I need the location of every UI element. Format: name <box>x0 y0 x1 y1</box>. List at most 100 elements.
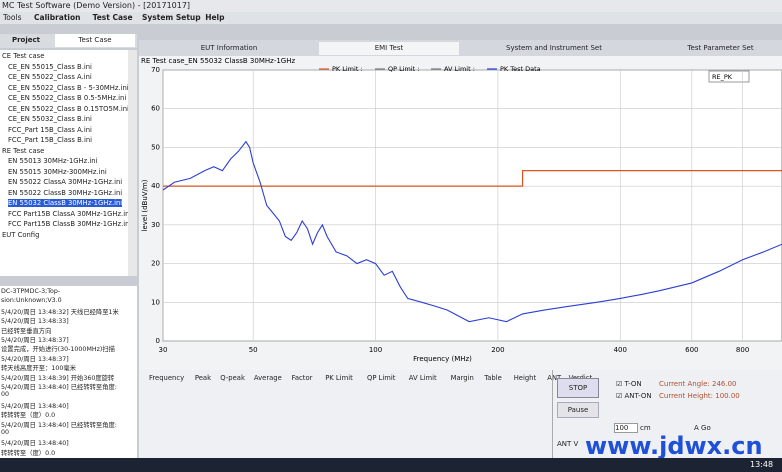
x-axis-label: Frequency (MHz) <box>413 355 472 363</box>
log-line: 5/4/20/周日 13:48:37] <box>1 337 69 344</box>
tree-item[interactable]: CE_EN 55015_Class B.ini <box>8 62 92 71</box>
x-tick-label: 400 <box>614 346 627 354</box>
log-line: 设置完成，开始进行(30-1000MHz)扫描 <box>1 346 115 354</box>
current-height: Current Height: 100.00 <box>659 392 740 400</box>
menu-item[interactable]: Help <box>205 13 225 22</box>
y-tick-label: 10 <box>151 298 160 306</box>
column-header: Peak <box>194 374 212 382</box>
log-line: DC-3TPMDC-3;Top- <box>1 288 61 295</box>
main-tabs: EUT Information EMI Test System and Instru… <box>139 40 782 56</box>
main-tab[interactable]: Test Parameter Set <box>659 42 782 55</box>
column-header: Factor <box>291 374 313 382</box>
height-unit: cm <box>640 424 651 432</box>
log-line: 5/4/20/周日 13:48:39] 开始360度旋转 <box>1 374 115 382</box>
log-panel: DC-3TPMDC-3;Top-sion:Unknown;V3.0 5/4/20/… <box>0 286 137 458</box>
tree-item[interactable]: FCC Part15B ClassB 30MHz-1GHz.ini <box>8 220 128 228</box>
column-header: AV Limit <box>408 374 437 382</box>
menu-bar: Tools Calibration Test Case System Setup Hel… <box>0 12 782 24</box>
current-angle: Current Angle: 246.00 <box>659 380 737 388</box>
log-line: 5/4/20/周日 13:48:40] 已经转转至角度: <box>1 421 117 429</box>
series-line <box>163 170 782 187</box>
log-line: 转转转至（度）0.0 <box>1 412 56 420</box>
t-on-label: T-ON <box>624 380 642 388</box>
tree-item[interactable]: EN 55015 30MHz-300MHz.ini <box>8 167 107 176</box>
y-tick-label: 0 <box>156 337 160 345</box>
tree-item[interactable]: CE_EN 55022_Class B 0.15TO5M.ini <box>8 104 128 113</box>
go-button[interactable]: A Go <box>694 424 711 432</box>
tree-item[interactable]: RE Test case <box>2 146 45 155</box>
legend-label: AV Limit : <box>444 65 475 73</box>
y-tick-label: 30 <box>151 221 160 229</box>
tree-item[interactable]: FCC Part15B ClassA 30MHz-1GHz.ini <box>8 209 128 218</box>
x-tick-label: 200 <box>491 346 504 354</box>
left-tab[interactable]: Project <box>0 34 52 47</box>
x-tick-label: 30 <box>159 346 168 354</box>
x-tick-label: 100 <box>369 346 382 354</box>
mode-label: RE_PK <box>712 73 733 81</box>
column-header: Margin <box>450 374 474 382</box>
ant-select[interactable]: ANT V <box>557 440 579 448</box>
tree-item[interactable]: CE Test case <box>2 52 45 60</box>
tree-item[interactable]: EUT Config <box>2 230 40 239</box>
column-header: Height <box>513 374 537 382</box>
y-tick-label: 40 <box>151 182 160 190</box>
clock: 13:48 <box>750 460 774 469</box>
plot-area <box>162 69 782 342</box>
column-header: Q-peak <box>220 374 245 382</box>
menu-item[interactable]: System Setup <box>142 13 201 22</box>
main-tab[interactable]: EMI Test <box>319 42 459 55</box>
chart-title: RE Test case_EN 55032 ClassB 30MHz-1GHz <box>141 57 295 65</box>
x-tick-label: 600 <box>685 346 698 354</box>
x-tick-label: 50 <box>249 346 258 354</box>
y-tick-label: 60 <box>151 105 160 113</box>
column-header: Table <box>484 374 502 382</box>
log-line: 5/4/20/周日 13:48:40] <box>1 440 69 448</box>
tree-item[interactable]: EN 55013 30MHz-1GHz.ini <box>8 157 98 165</box>
column-header: Frequency <box>149 374 185 382</box>
tree-item[interactable]: CE_EN 55022_Class A.ini <box>8 73 92 81</box>
tree-item[interactable]: CE_EN 55022_Class B - 5-30MHz.ini <box>8 83 128 92</box>
log-line: 00 <box>1 391 10 399</box>
tree-item[interactable]: FCC_Part 15B_Class B.ini <box>8 136 93 144</box>
log-line: 5/4/20/周日 13:48:40] <box>1 402 69 410</box>
tree-item[interactable]: EN 55022 ClassA 30MHz-1GHz.ini <box>8 178 123 186</box>
mode-select <box>708 70 750 83</box>
t-on-checkbox[interactable]: ☑ T-ON <box>616 380 642 388</box>
main-tab[interactable]: EUT Information <box>159 42 299 55</box>
column-header: ANT <box>547 374 562 382</box>
main-tab[interactable]: System and Instrument Set <box>469 42 639 55</box>
menu-item[interactable]: Tools <box>3 13 22 22</box>
menu-item[interactable]: Test Case <box>92 13 133 22</box>
chart: RE Test case_EN 55032 ClassB 30MHz-1GHz R… <box>139 56 782 370</box>
legend-label: QP Limit : <box>388 65 419 73</box>
divider <box>552 370 553 458</box>
tree-item[interactable]: EN 55032 ClassB 30MHz-1GHz.ini <box>8 199 123 207</box>
title-bar: MC Test Software (Demo Version) - [20171… <box>0 0 782 12</box>
tree-item[interactable]: EN 55022 ClassB 30MHz-1GHz.ini <box>8 188 123 197</box>
ant-on-checkbox[interactable]: ☑ ANT-ON <box>616 392 652 400</box>
result-header: Frequency Peak Q-peak Average Factor PK Limit… <box>139 374 592 384</box>
scrollbar <box>128 50 137 276</box>
stop-button[interactable]: STOP <box>557 378 599 398</box>
menu-item[interactable]: Calibration <box>34 13 81 22</box>
log-line: 5/4/20/周日 13:48:40] 已经转转至角度: <box>1 384 117 391</box>
test-case-tree: CE Test case CE_EN 55015_Class B.ini CE_EN… <box>0 50 128 276</box>
tree-item[interactable]: CE_EN 55022_Class B 0.5-5MHz.ini <box>8 94 127 102</box>
left-tab[interactable]: Test Case <box>55 34 135 47</box>
window-title: MC Test Software (Demo Version) - [20171… <box>2 1 191 10</box>
log-line: 00 <box>1 429 10 436</box>
tree-item[interactable]: CE_EN 55032_Class B.ini <box>8 115 92 123</box>
left-tabs: Project Test Case <box>0 34 137 48</box>
ant-on-label: ANT-ON <box>624 392 652 400</box>
column-header: Average <box>253 374 282 382</box>
log-line: 转转转至（度）0.0 <box>1 449 56 457</box>
watermark: www.jdwx.cn <box>585 432 763 460</box>
tree-item[interactable]: FCC_Part 15B_Class A.ini <box>8 125 92 134</box>
y-tick-label: 20 <box>151 260 160 268</box>
log-line: 5/4/20/周日 13:48:37] <box>1 355 69 363</box>
log-line: 已经转至垂直方向 <box>1 327 52 335</box>
x-tick-label: 800 <box>736 346 749 354</box>
column-header: PK Limit <box>325 374 353 382</box>
height-input[interactable]: 100 <box>614 423 638 433</box>
pause-button[interactable]: Pause <box>557 402 599 418</box>
